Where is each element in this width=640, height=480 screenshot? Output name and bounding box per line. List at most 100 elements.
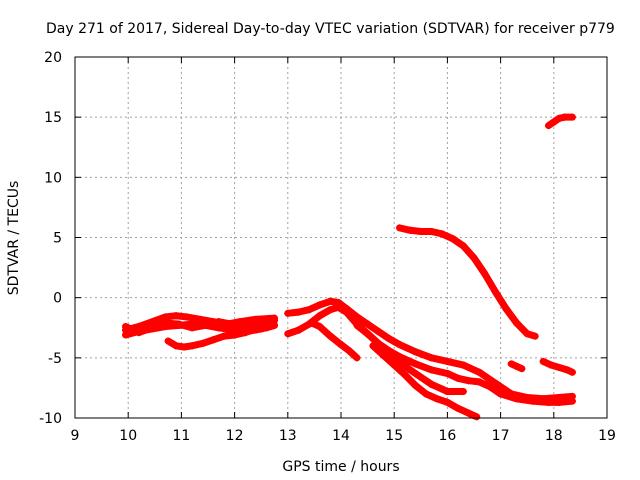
x-tick-label: 17 (492, 428, 510, 444)
data-point (465, 409, 473, 417)
data-point (183, 313, 191, 321)
series-track-m (544, 113, 576, 130)
data-point (209, 336, 217, 344)
data-point (337, 341, 345, 349)
data-point (411, 382, 419, 390)
data-point (334, 303, 342, 311)
y-tick-label: -10 (39, 411, 62, 427)
y-tick-label: 0 (53, 291, 62, 307)
data-point (507, 360, 515, 368)
data-point (345, 347, 353, 355)
series-track-h (353, 321, 467, 396)
data-point (427, 366, 435, 374)
data-point (271, 321, 278, 329)
data-point (475, 368, 483, 376)
data-point (305, 306, 313, 314)
axis-ticks: 9 10 11 12 13 14 15 16 17 18 19 -10 -5 0 5 10 15 20 (39, 50, 616, 444)
x-tick-label: 16 (438, 428, 456, 444)
data-point (342, 308, 350, 316)
data-point (411, 360, 419, 368)
data-point (215, 324, 223, 332)
data-point (161, 313, 169, 321)
y-tick-label: 5 (53, 231, 62, 247)
x-axis-label: GPS time / hours (282, 459, 399, 475)
data-point (164, 337, 172, 345)
data-point (427, 227, 435, 235)
data-point (568, 397, 576, 405)
x-tick-label: 11 (172, 428, 190, 444)
data-point (364, 320, 372, 328)
data-point (454, 374, 462, 382)
data-point (443, 369, 451, 377)
data-point (231, 331, 239, 339)
data-point (513, 395, 521, 403)
data-point (252, 315, 260, 323)
data-point (427, 354, 435, 362)
data-point (568, 113, 576, 121)
data-point (188, 342, 196, 350)
data-point (316, 312, 324, 320)
data-point (459, 242, 467, 250)
data-point (135, 327, 143, 335)
data-point (180, 343, 188, 351)
data-point (284, 330, 292, 338)
data-point (443, 388, 451, 396)
data-point (513, 319, 521, 327)
data-point (369, 342, 377, 350)
series-track-g (308, 319, 361, 362)
data-point (473, 413, 481, 421)
data-point (523, 330, 531, 338)
data-point (236, 318, 244, 326)
data-point (449, 235, 457, 243)
series-track-i (369, 342, 481, 421)
data-point (417, 227, 425, 235)
data-point (406, 366, 414, 374)
data-point (390, 361, 398, 369)
data-point (454, 404, 462, 412)
data-point (241, 329, 249, 337)
data-points (122, 113, 576, 421)
chart-title: Day 271 of 2017, Sidereal Day-to-day VTE… (46, 21, 615, 37)
data-point (513, 362, 521, 370)
data-point (438, 230, 446, 238)
data-point (148, 325, 156, 333)
data-point (396, 357, 404, 365)
data-point (271, 314, 278, 322)
data-point (353, 354, 361, 362)
grid (75, 57, 607, 418)
data-point (465, 377, 473, 385)
data-point (316, 323, 324, 331)
x-tick-label: 12 (226, 428, 244, 444)
data-point (438, 385, 446, 393)
series-track-j (396, 224, 539, 340)
data-point (497, 390, 505, 398)
data-point (252, 325, 260, 333)
data-point (396, 341, 404, 349)
data-point (263, 324, 271, 332)
y-axis-label: SDTVAR / TECUs (6, 181, 22, 296)
data-point (172, 342, 180, 350)
data-point (201, 321, 209, 329)
data-point (364, 330, 372, 338)
data-point (555, 398, 563, 406)
data-point (401, 371, 409, 379)
data-point (220, 332, 228, 340)
data-point (443, 357, 451, 365)
series-track-d (164, 321, 278, 351)
data-point (326, 332, 334, 340)
data-point (411, 348, 419, 356)
data-point (427, 380, 435, 388)
data-point (326, 306, 334, 314)
data-point (486, 383, 494, 391)
data-point (284, 309, 292, 317)
data-point (161, 323, 169, 331)
data-point (459, 388, 467, 396)
x-tick-label: 14 (332, 428, 350, 444)
data-point (380, 351, 388, 359)
y-tick-label: -5 (48, 351, 62, 367)
series-track-k (507, 360, 526, 373)
data-point (544, 122, 552, 130)
data-point (199, 339, 207, 347)
data-point (544, 398, 552, 406)
